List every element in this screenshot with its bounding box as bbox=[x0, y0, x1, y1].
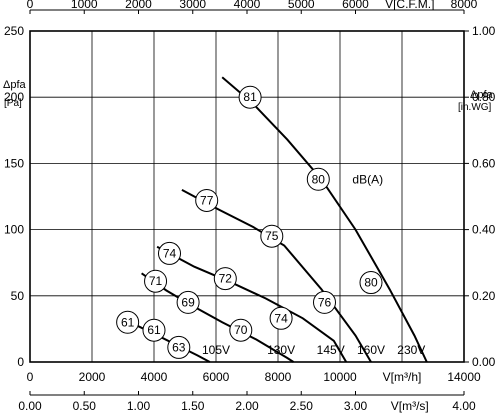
db-annotation: dB(A) bbox=[352, 172, 383, 186]
y-left-tick-label: 50 bbox=[11, 289, 25, 303]
noise-marker-circle bbox=[260, 224, 284, 248]
x-axis-tick-label: 10000 bbox=[323, 370, 357, 384]
x-axis-tick-label: 14000 bbox=[447, 370, 481, 384]
curve-label-160V: 160V bbox=[357, 343, 385, 357]
top-axis-tick-label: 0 bbox=[27, 0, 34, 11]
y-right-tick-label: 0.60 bbox=[472, 156, 496, 170]
y-right-tick-label: 1.00 bbox=[472, 24, 496, 38]
y-right-tick-label: 0.40 bbox=[472, 223, 496, 237]
y-left-label-line2: [Pa] bbox=[4, 98, 22, 109]
noise-marker-label: 80 bbox=[312, 172, 326, 186]
noise-marker-circle bbox=[269, 306, 293, 330]
noise-marker-label: 76 bbox=[318, 295, 332, 309]
top-axis-tick-label: 1000 bbox=[71, 0, 98, 11]
y-right-tick-label: 0.20 bbox=[472, 289, 496, 303]
x-axis-tick-label: 0 bbox=[27, 370, 34, 384]
noise-markers: 61 61 63 71 69 70 74 72 74 77 75 76 81 80 80 bbox=[116, 85, 383, 359]
y-left-tick-label: 200 bbox=[4, 90, 24, 104]
y-right-label-line2: [in.WG] bbox=[458, 102, 492, 113]
y-left-label-line1: Δpfa bbox=[3, 79, 27, 91]
noise-marker-circle bbox=[142, 318, 166, 342]
noise-marker-circle bbox=[195, 188, 219, 212]
bottom-axis-tick-label: 4.00 bbox=[452, 399, 476, 413]
noise-marker-label: 69 bbox=[181, 295, 195, 309]
noise-marker-circle bbox=[313, 290, 336, 314]
noise-marker-circle bbox=[144, 269, 168, 293]
curve-145V bbox=[156, 245, 348, 363]
top-axis-tick-label: 6000 bbox=[342, 0, 369, 11]
curve-label-145V: 145V bbox=[317, 343, 345, 357]
fan-curves: 105V 130V 145V 160V 230V bbox=[119, 76, 428, 363]
noise-marker-label: 75 bbox=[265, 229, 279, 243]
bottom-axis-tick-label: 2.00 bbox=[235, 399, 259, 413]
noise-marker-circle bbox=[213, 267, 237, 291]
y-right-tick-label: 0.00 bbox=[472, 355, 496, 369]
bottom-axis-title: V[m³/s] bbox=[391, 399, 429, 413]
curve-130V bbox=[141, 272, 295, 363]
x-axis-tick-label: 4000 bbox=[141, 370, 168, 384]
curve-160V bbox=[181, 189, 372, 363]
x-axis-title: V[m³/h] bbox=[383, 370, 422, 384]
bottom-axis-tick-label: 0.50 bbox=[73, 399, 97, 413]
noise-marker-circle bbox=[176, 290, 200, 314]
noise-marker-label: 63 bbox=[172, 340, 186, 354]
noise-marker-label: 61 bbox=[121, 315, 135, 329]
noise-marker-circle bbox=[359, 271, 383, 295]
bottom-axis-tick-label: 1.50 bbox=[181, 399, 205, 413]
noise-marker-circle bbox=[167, 335, 191, 359]
curve-label-105V: 105V bbox=[202, 343, 230, 357]
plot-frame bbox=[29, 30, 465, 363]
y-left-tick-label: 100 bbox=[4, 223, 24, 237]
bottom-axis-tick-label: 2.50 bbox=[290, 399, 314, 413]
top-axis-tick-label: 8000 bbox=[451, 0, 478, 11]
noise-marker-label: 72 bbox=[219, 272, 233, 286]
noise-marker-label: 74 bbox=[163, 246, 177, 260]
axis-labels: Δpfa [Pa] Δpfa [in.WG] dB(A) bbox=[3, 79, 494, 186]
bottom-axis-tick-label: 3.00 bbox=[344, 399, 368, 413]
noise-marker-circle bbox=[158, 241, 181, 265]
noise-marker-label: 70 bbox=[234, 323, 248, 337]
y-left-tick-label: 150 bbox=[4, 156, 24, 170]
y-right-tick-label: 0.80 bbox=[472, 90, 496, 104]
top-axis-tick-label: 4000 bbox=[234, 0, 261, 11]
noise-marker-label: 74 bbox=[274, 311, 288, 325]
top-axis-title: V[C.F.M.] bbox=[385, 0, 434, 11]
noise-marker-label: 61 bbox=[147, 323, 161, 337]
top-axis-tick-label: 5000 bbox=[288, 0, 315, 11]
y-right-label-line1: Δpfa bbox=[470, 89, 494, 101]
bottom-axis-tick-label: 1.00 bbox=[127, 399, 151, 413]
noise-marker-circle bbox=[116, 310, 140, 334]
bottom-axis-tick-label: 0.00 bbox=[18, 399, 42, 413]
y-left-tick-label: 0 bbox=[17, 355, 24, 369]
y-left-tick-label: 250 bbox=[4, 24, 24, 38]
grid bbox=[29, 30, 465, 363]
noise-marker-circle bbox=[229, 318, 253, 342]
x-axis-tick-label: 6000 bbox=[203, 370, 230, 384]
curve-230V bbox=[221, 76, 428, 363]
x-axis-tick-label: 2000 bbox=[79, 370, 106, 384]
noise-marker-label: 80 bbox=[364, 276, 378, 290]
top-axis-tick-label: 2000 bbox=[125, 0, 152, 11]
top-axis-tick-label: 3000 bbox=[179, 0, 206, 11]
noise-marker-circle bbox=[306, 167, 330, 191]
curve-label-230V: 230V bbox=[397, 343, 425, 357]
noise-marker-label: 81 bbox=[243, 90, 257, 104]
noise-marker-label: 77 bbox=[200, 193, 214, 207]
noise-marker-label: 71 bbox=[149, 274, 163, 288]
curve-label-130V: 130V bbox=[267, 343, 295, 357]
x-axis-tick-label: 8000 bbox=[265, 370, 292, 384]
noise-marker-circle bbox=[238, 85, 262, 109]
